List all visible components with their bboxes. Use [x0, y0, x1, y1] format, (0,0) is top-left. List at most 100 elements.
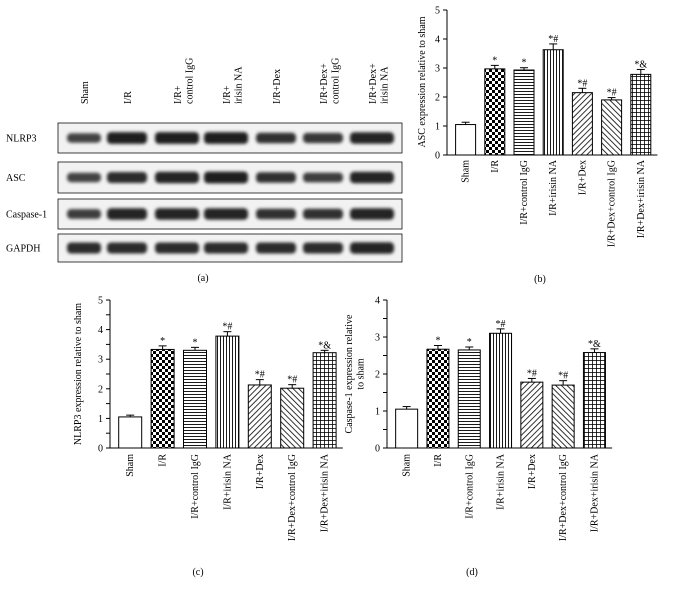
significance-label-line: *#: [548, 34, 558, 45]
category-label: I/R+control IgG: [464, 454, 475, 519]
category-label-line: Sham: [461, 160, 472, 183]
significance-label-line: *: [160, 336, 165, 347]
y-tick-label-line: 5: [435, 6, 440, 17]
blot-row-label: Caspase-1: [6, 210, 47, 221]
y-tick-label-line: 2: [435, 93, 440, 104]
blot-row-label: GAPDH: [6, 244, 40, 255]
category-label: I/R+Dex: [527, 454, 538, 489]
category-label: I/R+control IgG: [190, 454, 201, 519]
category-label: I/R+Dex+irisin NA: [636, 159, 647, 238]
y-tick-label: 3: [98, 355, 103, 366]
panel-a-label: (a): [197, 273, 208, 284]
asc-bar-chart: 0 1 2 3 4 5 ASC expression relative to sham Sha…: [417, 6, 658, 285]
significance-label: *&: [318, 340, 331, 351]
y-axis-label-line: Caspase-1 expression relative: [344, 314, 355, 433]
lane-label: I/R: [123, 91, 134, 104]
y-tick-label-line: 0: [98, 444, 103, 455]
y-tick-label-line: 3: [375, 333, 380, 344]
caspase1-bar-chart: 0 1 2 3 4 Caspase-1 expression relativeto sha…: [344, 296, 613, 578]
category-label-line: I/R+Dex: [577, 160, 588, 195]
y-tick-label-line: 4: [98, 325, 103, 336]
y-tick-label: 0: [435, 151, 440, 162]
category-label: I/R+control IgG: [519, 160, 530, 225]
y-tick-label-line: 2: [98, 384, 103, 395]
panel-label-line: (d): [466, 567, 478, 578]
blot-band: [256, 132, 296, 144]
blot-row-label: NLRP3: [6, 134, 37, 145]
category-label: Sham: [461, 160, 472, 183]
category-label-line: I/R+Dex+irisin NA: [636, 159, 647, 238]
bar: [215, 335, 240, 449]
category-label-line: I/R+control IgG: [190, 454, 201, 519]
y-tick-label: 1: [98, 414, 103, 425]
category-label: I/R+Dex: [577, 160, 588, 195]
lane-label-line: control IgG: [331, 58, 342, 104]
blot-band: [107, 208, 147, 220]
blot-band: [204, 242, 248, 254]
bar: [118, 416, 143, 449]
lane-label-line: I/R+Dex+: [319, 63, 330, 104]
category-label-line: I/R: [490, 160, 501, 173]
blot-band: [67, 172, 101, 183]
category-label-line: I/R+irisin NA: [222, 453, 233, 510]
category-label: I/R+Dex+control IgG: [607, 160, 618, 247]
bar: [582, 352, 606, 449]
y-tick-label-line: 4: [435, 35, 440, 46]
y-tick-label-line: 0: [435, 151, 440, 162]
category-label: I/R+irisin NA: [548, 159, 559, 216]
lane-label-line: irisin NA: [380, 66, 391, 104]
y-axis-label: NLRP3 expression relative to sham: [73, 303, 84, 445]
y-axis-label-line: ASC expression relative to sham: [417, 16, 428, 147]
lane-label: I/R+Dex+irisin NA: [368, 63, 391, 104]
y-axis-label: ASC expression relative to sham: [417, 16, 428, 147]
blot-band: [256, 242, 296, 254]
category-label-line: I/R+Dex+control IgG: [287, 454, 298, 541]
significance-label-line: *: [435, 336, 440, 347]
bar: [183, 349, 207, 449]
western-blot-panel: Sham I/R I/R+control IgG I/R+irisin NA I/R+D…: [6, 58, 403, 263]
blot-band: [350, 171, 394, 184]
y-axis-label-line: to sham: [356, 358, 367, 390]
significance-label-line: *#: [607, 88, 617, 99]
lane-label-line: irisin NA: [234, 66, 245, 104]
significance-label: *#: [548, 34, 558, 45]
category-label-line: I/R+Dex: [255, 454, 266, 489]
category-label: I/R+Dex+irisin NA: [320, 453, 331, 532]
category-label: I/R+Dex+control IgG: [558, 454, 569, 541]
category-label: I/R+Dex: [255, 454, 266, 489]
significance-label: *: [522, 58, 527, 69]
blot-band: [303, 208, 343, 220]
blot-band: [303, 242, 343, 254]
lane-label-line: I/R+Dex+: [368, 63, 379, 104]
blot-band: [204, 171, 248, 184]
blot-row-label-line: GAPDH: [6, 244, 40, 255]
y-tick-label: 1: [375, 407, 380, 418]
bar: [455, 124, 477, 156]
y-tick-label-line: 3: [98, 355, 103, 366]
y-tick-label-line: 1: [375, 407, 380, 418]
y-tick-label: 1: [435, 122, 440, 133]
significance-label-line: *: [492, 55, 497, 66]
blot-band: [107, 242, 147, 254]
significance-label-line: *&: [588, 339, 601, 350]
category-label: I/R: [490, 160, 501, 173]
blot-row-label-line: NLRP3: [6, 134, 37, 145]
y-tick-label: 3: [435, 64, 440, 75]
y-tick-label-line: 2: [375, 370, 380, 381]
significance-label-line: *#: [527, 368, 537, 379]
significance-label: *&: [588, 339, 601, 350]
lane-label: I/R+Dex: [272, 69, 283, 104]
category-label: I/R+Dex+control IgG: [287, 454, 298, 541]
significance-label-line: *#: [577, 78, 587, 89]
blot-band: [204, 132, 248, 144]
blot-band: [303, 172, 343, 183]
significance-label: *#: [255, 370, 265, 381]
blot-band: [303, 132, 343, 144]
y-tick-label-line: 1: [98, 414, 103, 425]
bar: [484, 68, 506, 156]
panel-label-line: (c): [192, 567, 203, 578]
significance-label-line: *&: [318, 340, 331, 351]
bar: [280, 387, 305, 449]
y-tick-label: 2: [98, 384, 103, 395]
lane-label-line: I/R: [123, 91, 134, 104]
